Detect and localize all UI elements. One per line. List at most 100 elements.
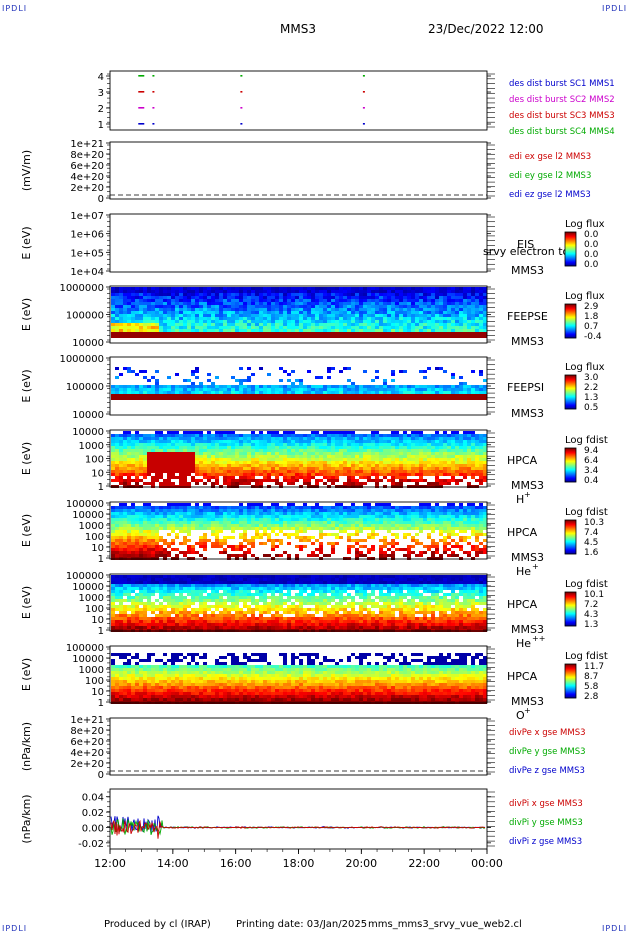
spectrogram-cell — [183, 473, 187, 476]
spectrogram-cell — [315, 293, 319, 296]
spectrogram-cell — [323, 314, 327, 317]
spectrogram-cell — [167, 551, 171, 554]
spectrogram-cell — [183, 335, 187, 338]
spectrogram-cell — [463, 476, 467, 479]
spectrogram-cell — [331, 293, 335, 296]
spectrogram-cell — [427, 299, 431, 302]
burst-marker — [240, 107, 243, 109]
spectrogram-cell — [159, 394, 163, 397]
colorbar-label: 0.0 — [584, 250, 599, 260]
spectrogram-cell — [119, 317, 123, 320]
spectrogram-cell — [219, 329, 223, 332]
spectrogram-cell — [115, 320, 119, 323]
spectrogram-cell — [383, 320, 387, 323]
spectrogram-cell — [455, 320, 459, 323]
spectrogram-cell — [115, 461, 119, 464]
spectrogram-cell — [411, 440, 415, 443]
spectrogram-cell — [447, 320, 451, 323]
spectrogram-cell — [127, 443, 131, 446]
spectrogram-cell — [151, 443, 155, 446]
spectrogram-cell — [351, 385, 355, 388]
spectrogram-cell — [215, 332, 219, 335]
spectrogram-cell — [295, 329, 299, 332]
spectrogram-cell — [203, 449, 207, 452]
spectrogram-cell — [215, 524, 219, 527]
spectrogram-cell — [367, 335, 371, 338]
spectrogram-cell — [295, 379, 299, 382]
spectrogram-cell — [423, 394, 427, 397]
spectrogram-cell — [195, 314, 199, 317]
spectrogram-cell — [431, 308, 435, 311]
spectrogram-cell — [147, 524, 151, 527]
colorbar-segment — [565, 317, 576, 319]
spectrogram-cell — [119, 385, 123, 388]
spectrogram-cell — [303, 305, 307, 308]
spectrogram-cell — [331, 479, 335, 482]
spectrogram-cell — [395, 311, 399, 314]
spectrogram-cell — [199, 524, 203, 527]
spectrogram-cell — [127, 512, 131, 515]
spectrogram-cell — [155, 467, 159, 470]
spectrogram-cell — [455, 302, 459, 305]
colorbar-segment — [565, 326, 576, 328]
spectrogram-cell — [199, 527, 203, 530]
spectrogram-cell — [303, 317, 307, 320]
spectrogram-cell — [467, 458, 471, 461]
spectrogram-cell — [343, 470, 347, 473]
spectrogram-cell — [199, 545, 203, 548]
spectrogram-cell — [287, 335, 291, 338]
spectrogram-cell — [423, 473, 427, 476]
spectrogram-cell — [235, 293, 239, 296]
spectrogram-cell — [123, 434, 127, 437]
spectrogram-cell — [323, 533, 327, 536]
spectrogram-cell — [311, 506, 315, 509]
spectrogram-cell — [247, 551, 251, 554]
spectrogram-cell — [183, 431, 187, 434]
spectrogram-cell — [375, 308, 379, 311]
spectrogram-cell — [315, 458, 319, 461]
spectrogram-cell — [127, 536, 131, 539]
spectrogram-cell — [195, 515, 199, 518]
spectrogram-cell — [335, 440, 339, 443]
spectrogram-cell — [223, 470, 227, 473]
spectrogram-cell — [179, 527, 183, 530]
spectrogram-cell — [147, 470, 151, 473]
spectrogram-cell — [319, 332, 323, 335]
spectrogram-cell — [267, 332, 271, 335]
spectrogram-cell — [455, 434, 459, 437]
spectrogram-cell — [247, 461, 251, 464]
spectrogram-cell — [187, 527, 191, 530]
spectrogram-cell — [123, 482, 127, 485]
spectrogram-cell — [275, 308, 279, 311]
spectrogram-cell — [383, 299, 387, 302]
spectrogram-cell — [155, 473, 159, 476]
spectrogram-cell — [315, 512, 319, 515]
colorbar-segment — [565, 308, 576, 310]
spectrogram-cell — [391, 323, 395, 326]
spectrogram-cell — [275, 521, 279, 524]
spectrogram-cell — [247, 548, 251, 551]
spectrogram-cell — [259, 308, 263, 311]
spectrogram-cell — [151, 530, 155, 533]
spectrogram-cell — [191, 515, 195, 518]
spectrogram-cell — [379, 452, 383, 455]
spectrogram-cell — [191, 464, 195, 467]
spectrogram-cell — [195, 326, 199, 329]
spectrogram-cell — [187, 446, 191, 449]
spectrogram-cell — [439, 434, 443, 437]
spectrogram-cell — [459, 452, 463, 455]
colorbar-frame — [564, 374, 577, 410]
spectrogram-cell — [343, 335, 347, 338]
colorbar-segment — [565, 249, 576, 251]
spectrogram-cell — [175, 470, 179, 473]
spectrogram-cell — [439, 449, 443, 452]
spectrogram-cell — [355, 485, 359, 488]
spectrogram-cell — [119, 452, 123, 455]
spectrogram-cell — [191, 452, 195, 455]
spectrogram-cell — [207, 527, 211, 530]
spectrogram-cell — [327, 296, 331, 299]
spectrogram-cell — [135, 557, 139, 560]
spectrogram-cell — [151, 557, 155, 560]
spectrogram-cell — [403, 323, 407, 326]
spectrogram-cell — [139, 388, 143, 391]
